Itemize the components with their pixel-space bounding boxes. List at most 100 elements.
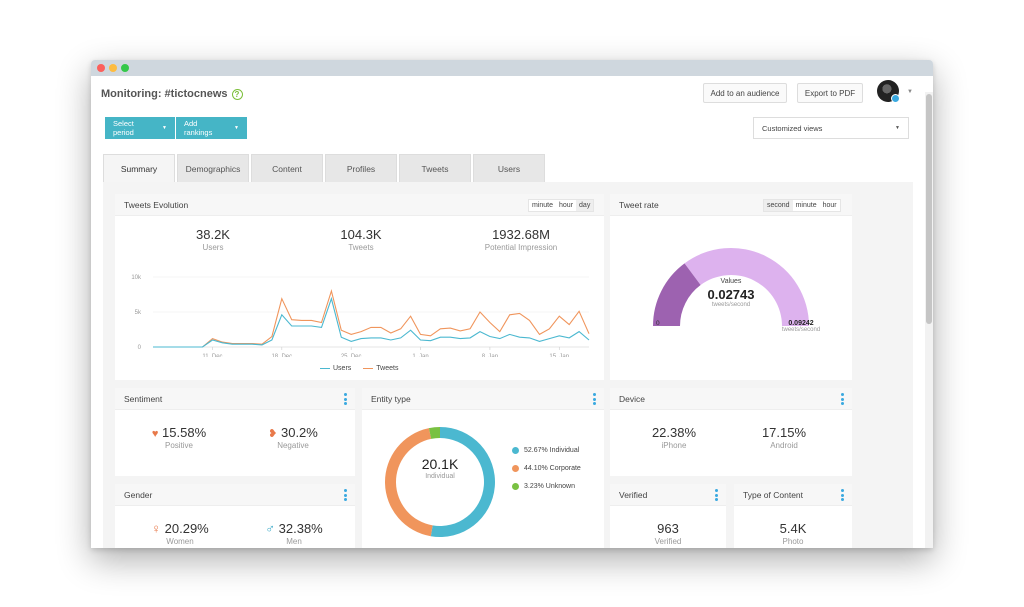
gender-title: Gender <box>124 489 153 500</box>
tweets-stat-value: 104.3K <box>340 227 382 242</box>
iphone-stat: 22.38% iPhone <box>634 425 714 450</box>
browser-window: Monitoring: #tictocnews ? Add to an audi… <box>91 60 933 548</box>
select-period-button[interactable]: Select period ▼ <box>105 117 175 139</box>
entity-type-donut <box>385 427 496 537</box>
maximize-window-button[interactable] <box>121 64 129 72</box>
legend-corporate[interactable]: 44.10% Corporate <box>512 459 581 477</box>
range-day-button[interactable]: day <box>576 200 594 211</box>
type-of-content-menu-icon[interactable] <box>841 489 844 501</box>
tweet-rate-range: second minute hour <box>763 199 841 212</box>
tweet-rate-panel: Tweet rate second minute hour Values 0.0… <box>610 194 852 380</box>
select-period-label: Select period <box>113 119 134 137</box>
gauge-caption: Values <box>720 278 742 285</box>
entity-legend: 52.67% Individual 44.10% Corporate 3.23%… <box>512 441 581 495</box>
x-tick-label: 18. Dec <box>271 354 292 357</box>
legend-individual-label: 52.67% Individual <box>524 446 580 454</box>
legend-users[interactable]: Users <box>320 365 351 372</box>
x-tick-label: 11. Dec <box>202 354 222 357</box>
donut-center-value: 20.1K <box>421 456 459 472</box>
add-rankings-label: Add rankings <box>184 119 213 137</box>
men-value: 32.38% <box>278 521 323 536</box>
gauge-fill <box>653 263 701 326</box>
users-stat-value: 38.2K <box>196 227 230 242</box>
range-hour-button[interactable]: hour <box>822 202 837 209</box>
android-stat: 17.15% Android <box>744 425 824 450</box>
donut-slice <box>430 427 496 537</box>
tab-tweets[interactable]: Tweets <box>399 154 471 182</box>
type-of-content-title: Type of Content <box>743 489 804 500</box>
device-header: Device <box>610 388 852 410</box>
tab-summary[interactable]: Summary <box>103 154 175 182</box>
legend-tweets[interactable]: Tweets <box>363 365 398 372</box>
gauge-max-unit: tweets/second <box>781 327 821 333</box>
gauge-min-label: 0 <box>656 320 660 327</box>
positive-label: Positive <box>164 441 193 450</box>
broken-heart-icon: ❥ <box>268 428 278 440</box>
tab-content[interactable]: Content <box>251 154 323 182</box>
tab-profiles[interactable]: Profiles <box>325 154 397 182</box>
tab-demographics[interactable]: Demographics <box>177 154 249 182</box>
range-minute-button[interactable]: minute <box>532 202 554 209</box>
add-rankings-button[interactable]: Add rankings ▼ <box>176 117 247 139</box>
android-value: 17.15% <box>761 425 807 440</box>
title-bar <box>91 60 933 76</box>
gender-menu-icon[interactable] <box>344 489 347 501</box>
tweets-evolution-title: Tweets Evolution <box>124 199 189 210</box>
device-panel: Device 22.38% iPhone 17.15% Android <box>610 388 852 476</box>
export-pdf-button[interactable]: Export to PDF <box>797 83 863 103</box>
x-tick-label: 25. Dec <box>341 354 362 357</box>
donut-center: 20.1K Individual <box>400 456 480 480</box>
users-stat: 38.2K Users <box>163 227 263 252</box>
tweets-stat: 104.3K Tweets <box>311 227 411 252</box>
content-label: Photo <box>782 537 804 546</box>
tab-users[interactable]: Users <box>473 154 545 182</box>
users-stat-label: Users <box>202 243 224 252</box>
help-icon[interactable]: ? <box>231 88 243 100</box>
negative-label: Negative <box>277 441 309 450</box>
range-hour-button[interactable]: hour <box>559 202 574 209</box>
add-to-audience-button[interactable]: Add to an audience <box>703 83 787 103</box>
tweets-evolution-chart: 0 5k 10k 11. Dec 18. Dec 25. Dec 1. Jan 8. Jan 1… <box>131 275 590 357</box>
close-window-button[interactable] <box>97 64 105 72</box>
entity-type-title: Entity type <box>371 393 411 404</box>
entity-type-menu-icon[interactable] <box>593 393 596 405</box>
customized-views-select[interactable]: Customized views ▼ <box>753 117 909 139</box>
donut-slice <box>385 428 433 537</box>
legend-unknown[interactable]: 3.23% Unknown <box>512 477 581 495</box>
tweets-stat-label: Tweets <box>348 243 374 252</box>
users-series-line <box>153 296 590 348</box>
verified-menu-icon[interactable] <box>715 489 718 501</box>
legend-corporate-label: 44.10% Corporate <box>524 464 581 472</box>
male-icon: ♂ <box>265 521 276 536</box>
iphone-value: 22.38% <box>651 425 697 440</box>
page-title: Monitoring: #tictocnews ? <box>101 88 243 100</box>
chevron-down-icon[interactable]: ▼ <box>907 89 913 95</box>
legend-users-swatch <box>320 367 330 370</box>
device-title: Device <box>619 393 645 404</box>
legend-unknown-dot <box>512 482 519 490</box>
type-of-content-header: Type of Content <box>734 484 852 506</box>
donut-center-label: Individual <box>425 473 455 480</box>
gauge-readout: Values 0.02743 tweets/second <box>691 278 771 308</box>
iphone-label: iPhone <box>661 441 687 450</box>
tweet-rate-gauge <box>653 248 809 326</box>
device-menu-icon[interactable] <box>841 393 844 405</box>
caret-down-icon: ▼ <box>162 125 167 131</box>
sentiment-panel: Sentiment ♥ 15.58% Positive ❥ 30.2% Nega… <box>115 388 355 476</box>
scrollbar-track[interactable] <box>925 92 933 548</box>
women-value: 20.29% <box>164 521 209 536</box>
impression-stat: 1932.68M Potential Impression <box>462 227 580 252</box>
range-second-button[interactable]: second <box>764 200 793 211</box>
tweet-rate-title: Tweet rate <box>619 199 659 210</box>
gauge-max-label: 0.09242 <box>788 320 814 327</box>
minimize-window-button[interactable] <box>109 64 117 72</box>
verified-panel: Verified 963 Verified <box>610 484 726 548</box>
range-minute-button[interactable]: minute <box>795 202 817 209</box>
entity-type-panel: Entity type 20.1K Individual 52.67% Indi… <box>362 388 604 548</box>
legend-tweets-swatch <box>363 367 374 370</box>
sentiment-menu-icon[interactable] <box>344 393 347 405</box>
scrollbar-thumb[interactable] <box>926 94 932 324</box>
legend-individual[interactable]: 52.67% Individual <box>512 441 581 459</box>
gender-panel: Gender ♀ 20.29% Women ♂ 32.38% Men <box>115 484 355 548</box>
entity-type-header: Entity type <box>362 388 604 410</box>
